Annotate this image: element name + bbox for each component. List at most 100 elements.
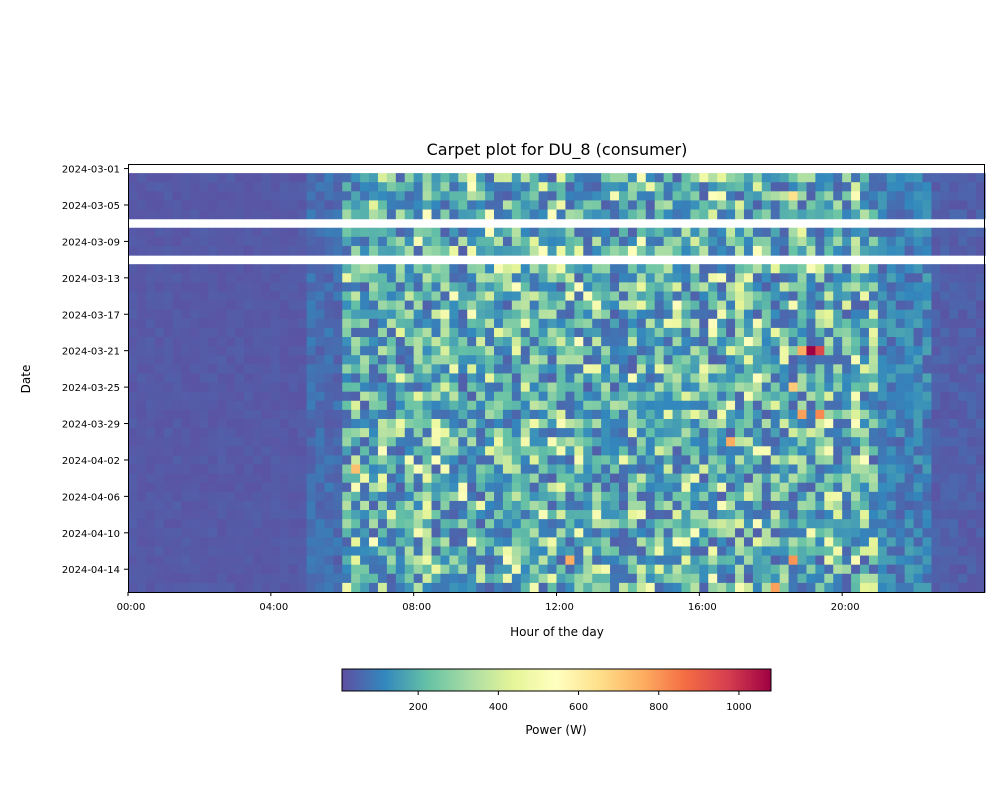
heatmap-cell	[797, 546, 808, 557]
heatmap-cell	[324, 200, 334, 211]
heatmap-cell	[270, 200, 281, 211]
heatmap-cell	[476, 264, 486, 274]
heatmap-cell	[154, 391, 165, 402]
heatmap-cell	[288, 364, 299, 375]
heatmap-cell	[154, 291, 165, 302]
heatmap-cell	[583, 446, 593, 457]
heatmap-cell	[261, 373, 272, 384]
heatmap-cell	[494, 209, 504, 220]
heatmap-cell	[967, 437, 977, 447]
heatmap-cell	[743, 400, 754, 411]
heatmap-cell	[574, 236, 584, 247]
heatmap-cell	[895, 355, 906, 365]
heatmap-cell	[404, 191, 415, 202]
heatmap-cell	[627, 482, 638, 493]
heatmap-cell	[663, 428, 674, 438]
heatmap-cell	[958, 391, 968, 402]
heatmap-cell	[931, 564, 941, 575]
heatmap-cell	[654, 364, 665, 375]
heatmap-cell	[494, 373, 504, 384]
heatmap-cell	[136, 437, 147, 447]
heatmap-cell	[511, 428, 522, 438]
heatmap-cell	[476, 373, 486, 384]
heatmap-cell	[645, 245, 656, 256]
heatmap-cell	[726, 428, 736, 438]
heatmap-cell	[252, 273, 263, 283]
heatmap-cell	[145, 364, 156, 375]
heatmap-cell	[413, 519, 424, 529]
heatmap-cell	[752, 500, 763, 511]
heatmap-cell	[538, 564, 549, 575]
heatmap-cell	[190, 309, 201, 320]
heatmap-cell	[797, 555, 808, 566]
heatmap-cell	[833, 209, 843, 220]
heatmap-cell	[190, 464, 201, 475]
heatmap-cell	[565, 418, 575, 429]
heatmap-cell	[922, 264, 933, 274]
heatmap-cell	[636, 382, 647, 393]
heatmap-cell	[342, 346, 352, 356]
heatmap-cell	[877, 309, 888, 320]
heatmap-cell	[404, 209, 415, 220]
heatmap-cell	[279, 191, 290, 202]
heatmap-cell	[761, 564, 772, 575]
heatmap-cell	[369, 500, 379, 511]
heatmap-cell	[279, 264, 290, 274]
heatmap-cell	[726, 209, 736, 220]
heatmap-cell	[797, 418, 808, 429]
heatmap-cell	[351, 337, 361, 347]
heatmap-cell	[895, 582, 906, 593]
heatmap-cell	[868, 382, 879, 393]
heatmap-cell	[726, 546, 736, 557]
heatmap-cell	[770, 437, 781, 447]
heatmap-cell	[949, 437, 959, 447]
heatmap-cell	[190, 273, 201, 283]
heatmap-cell	[351, 537, 361, 548]
heatmap-cell	[199, 264, 209, 274]
heatmap-cell	[949, 391, 959, 402]
heatmap-cell	[654, 537, 665, 548]
heatmap-cell	[592, 182, 602, 192]
heatmap-cell	[851, 455, 861, 466]
heatmap-cell	[145, 337, 156, 347]
heatmap-cell	[842, 546, 852, 557]
heatmap-cell	[226, 573, 236, 584]
heatmap-cell	[699, 519, 709, 529]
heatmap-cell	[449, 236, 459, 247]
y-tick-label: 2024-04-14	[62, 565, 120, 576]
heatmap-cell	[190, 337, 201, 347]
heatmap-cell	[360, 510, 370, 520]
heatmap-cell	[333, 418, 343, 429]
heatmap-cell	[770, 418, 781, 429]
heatmap-cell	[743, 227, 754, 238]
heatmap-cell	[842, 346, 852, 356]
heatmap-cell	[511, 409, 522, 420]
heatmap-cell	[315, 327, 325, 338]
heatmap-cell	[699, 327, 709, 338]
heatmap-cell	[226, 564, 236, 575]
heatmap-cell	[377, 418, 388, 429]
heatmap-cell	[735, 564, 745, 575]
heatmap-cell	[868, 291, 879, 302]
heatmap-cell	[976, 209, 986, 220]
heatmap-cell	[556, 337, 567, 347]
heatmap-cell	[681, 182, 692, 192]
heatmap-cell	[895, 446, 906, 457]
heatmap-cell	[136, 173, 147, 183]
heatmap-cell	[422, 373, 433, 384]
heatmap-cell	[324, 373, 334, 384]
heatmap-cell	[136, 273, 147, 283]
heatmap-cell	[967, 182, 977, 192]
heatmap-cell	[261, 455, 272, 466]
heatmap-cell	[735, 491, 745, 502]
heatmap-cell	[208, 191, 218, 202]
heatmap-cell	[172, 245, 183, 256]
heatmap-cell	[547, 173, 558, 183]
heatmap-cell	[663, 500, 674, 511]
heatmap-cell	[735, 309, 745, 320]
heatmap-cell	[431, 291, 442, 302]
heatmap-cell	[315, 209, 325, 220]
heatmap-cell	[797, 327, 808, 338]
heatmap-cell	[244, 491, 254, 502]
heatmap-cell	[922, 209, 933, 220]
